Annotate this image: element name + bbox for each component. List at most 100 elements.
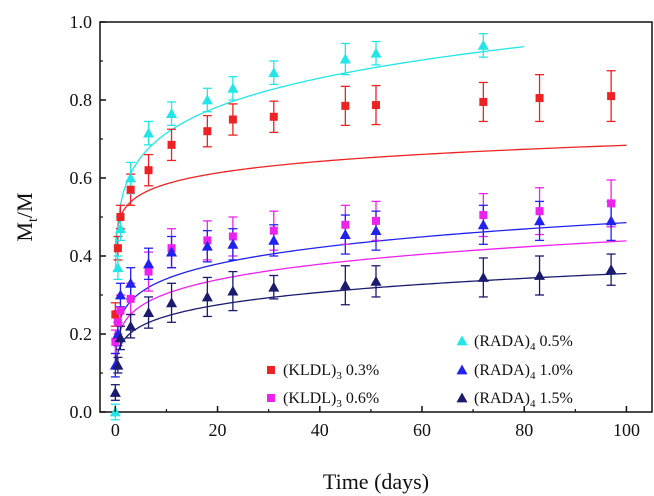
point-kldl-3-0-6 — [144, 267, 153, 276]
y-axis-title: Mt/M — [12, 192, 41, 241]
point-rada-4-1-5 — [114, 332, 126, 343]
legend-label-base: (RADA) — [474, 333, 530, 350]
point-rada-4-1-5 — [227, 285, 239, 296]
point-rada-4-1-0 — [114, 289, 126, 300]
legend-marker-rada-4-0-5 — [456, 335, 468, 346]
point-rada-4-0-5 — [339, 53, 351, 64]
legend-label-base: (KLDL) — [283, 390, 336, 407]
point-kldl-3-0-3 — [144, 166, 153, 175]
point-kldl-3-0-3 — [126, 185, 135, 194]
y-tick-label: 0.8 — [70, 90, 93, 110]
y-tick-label: 0.4 — [70, 246, 93, 266]
x-tick-label: 80 — [515, 420, 533, 440]
point-kldl-3-0-3 — [228, 115, 237, 124]
point-rada-4-1-5 — [125, 320, 137, 331]
point-rada-4-1-5 — [166, 297, 178, 308]
point-kldl-3-0-3 — [116, 213, 125, 221]
point-rada-4-1-5 — [339, 279, 351, 290]
point-kldl-3-0-3 — [607, 92, 616, 101]
fit-curve-kldl-3-0-3 — [114, 144, 627, 253]
legend-label-rada-4-1-5: (RADA)4 1.5% — [474, 390, 573, 410]
point-kldl-3-0-6 — [116, 306, 125, 315]
point-rada-4-1-5 — [112, 359, 124, 370]
y-tick-label: 0.2 — [70, 324, 93, 344]
point-rada-4-0-5 — [227, 82, 239, 93]
point-rada-4-1-0 — [268, 234, 280, 245]
legend-label-tail: 0.3% — [342, 362, 379, 379]
point-kldl-3-0-6 — [372, 216, 380, 225]
legend-label-tail: 0.6% — [342, 390, 379, 407]
point-rada-4-0-5 — [201, 94, 213, 105]
y-tick-label: 0.6 — [70, 168, 93, 188]
legend-label-sub: 3 — [336, 370, 342, 382]
point-kldl-3-0-6 — [341, 220, 350, 229]
legend-label-tail: 1.0% — [536, 362, 573, 379]
legend-label-sub: 4 — [530, 341, 536, 353]
point-rada-4-1-5 — [109, 387, 121, 397]
axis-ticks: 0 20 40 60 80 100 0.0 0.2 0.4 0.6 0.8 1.0 — [70, 12, 640, 440]
point-rada-4-0-5 — [477, 39, 489, 50]
point-rada-4-0-5 — [268, 67, 280, 78]
point-kldl-3-0-3 — [341, 101, 350, 110]
point-rada-4-0-5 — [166, 108, 178, 119]
point-rada-4-1-0 — [477, 219, 489, 230]
legend-label-tail: 1.5% — [536, 390, 573, 407]
point-kldl-3-0-3 — [269, 112, 278, 121]
point-rada-4-0-5 — [370, 47, 382, 58]
point-rada-4-1-5 — [143, 307, 155, 317]
point-rada-4-1-0 — [534, 215, 546, 226]
point-kldl-3-0-6 — [228, 232, 237, 241]
x-tick-label: 20 — [209, 420, 227, 440]
point-rada-4-1-0 — [201, 240, 213, 251]
x-axis-title: Time (days) — [323, 469, 429, 494]
point-rada-4-0-5 — [112, 262, 124, 273]
point-kldl-3-0-6 — [113, 318, 122, 327]
point-rada-4-1-0 — [339, 229, 351, 239]
point-kldl-3-0-6 — [269, 226, 278, 235]
point-rada-4-0-5 — [125, 172, 137, 183]
point-kldl-3-0-3 — [111, 310, 120, 319]
point-kldl-3-0-3 — [372, 101, 380, 110]
point-rada-4-1-5 — [370, 275, 382, 286]
point-rada-4-1-0 — [370, 225, 382, 236]
legend-marker-rada-4-1-5 — [456, 392, 468, 403]
y-axis-title-sub: t — [26, 218, 41, 222]
point-kldl-3-0-3 — [167, 140, 176, 149]
legend-label-sub: 4 — [530, 370, 536, 382]
point-kldl-3-0-6 — [607, 199, 616, 208]
point-rada-4-1-5 — [534, 270, 546, 280]
point-kldl-3-0-6 — [126, 294, 135, 303]
point-rada-4-0-5 — [143, 127, 155, 138]
legend-label-kldl-3-0-3: (KLDL)3 0.3% — [283, 362, 379, 382]
point-kldl-3-0-3 — [479, 97, 488, 106]
legend-label-base: (KLDL) — [283, 362, 336, 379]
point-kldl-3-0-6 — [479, 211, 488, 220]
point-rada-4-1-5 — [201, 291, 213, 302]
y-tick-label: 0.0 — [70, 402, 93, 422]
legend-label-base: (RADA) — [474, 362, 530, 379]
fit-curve-rada-4-0-5 — [114, 45, 525, 272]
point-kldl-3-0-6 — [535, 207, 544, 216]
x-tick-label: 100 — [613, 420, 640, 440]
legend-label-rada-4-0-5: (RADA)4 0.5% — [474, 333, 573, 353]
legend: (KLDL)3 0.3%(KLDL)3 0.6%(RADA)4 0.5%(RAD… — [267, 333, 573, 410]
point-kldl-3-0-6 — [203, 236, 212, 245]
x-tick-label: 40 — [311, 420, 329, 440]
legend-label-tail: 0.5% — [536, 333, 573, 350]
y-tick-label: 1.0 — [70, 12, 93, 32]
legend-marker-kldl-3-0-6 — [267, 394, 275, 402]
point-rada-4-1-0 — [143, 258, 155, 269]
legend-label-sub: 4 — [530, 398, 536, 410]
point-kldl-3-0-3 — [535, 94, 544, 103]
point-kldl-3-0-3 — [203, 127, 212, 136]
point-rada-4-1-0 — [227, 238, 239, 249]
fit-curve-rada-4-1-5 — [114, 272, 627, 371]
point-kldl-3-0-3 — [113, 244, 122, 253]
legend-label-sub: 3 — [336, 398, 342, 410]
legend-marker-rada-4-1-0 — [456, 364, 468, 375]
data-points — [109, 39, 617, 417]
y-axis-title-tail: /M — [12, 192, 37, 218]
legend-label-base: (RADA) — [474, 390, 530, 407]
point-rada-4-1-5 — [477, 271, 489, 282]
